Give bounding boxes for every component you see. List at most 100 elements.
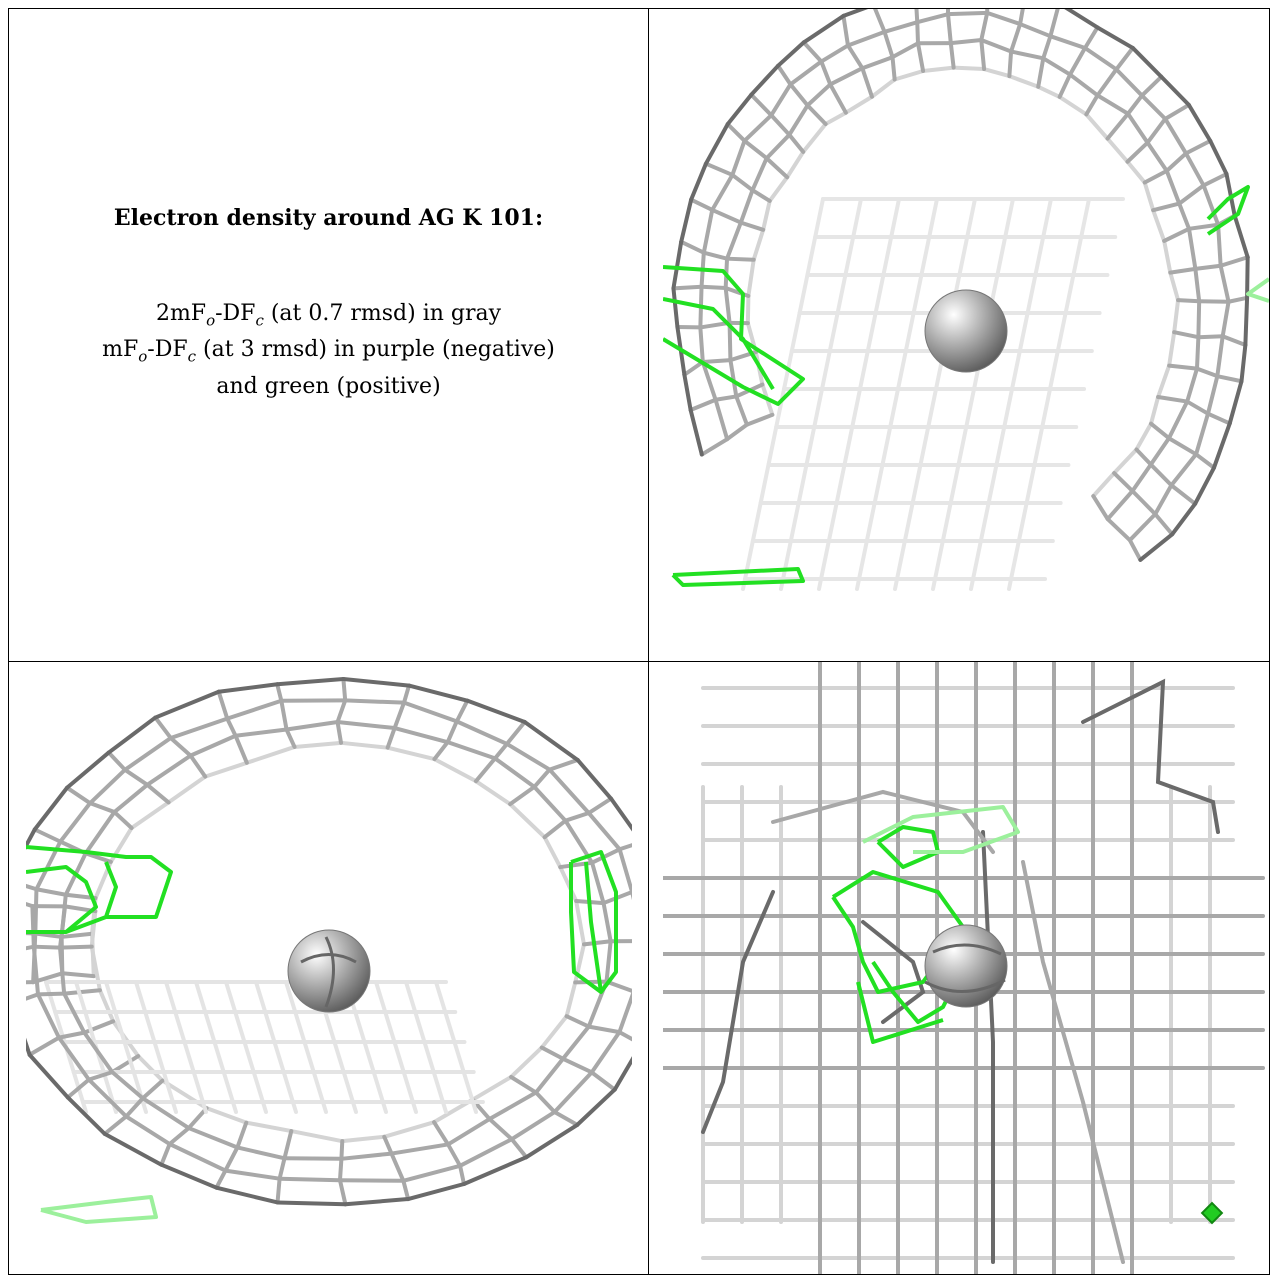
mesh-segment: [27, 1035, 61, 1057]
mesh-segment: [1220, 334, 1248, 347]
mesh-segment: [1007, 49, 1014, 79]
mesh-segment: [1083, 25, 1100, 50]
mesh-segment: [1187, 226, 1198, 271]
legend-colors: and green (positive): [216, 373, 441, 399]
mesh-segment: [58, 945, 67, 996]
mesh-segment: [235, 1120, 249, 1150]
mesh-segment: [509, 1045, 544, 1079]
mesh-segment: [110, 1070, 145, 1101]
mesh-segment: [979, 10, 990, 43]
density-view-top-right: [663, 9, 1269, 634]
mesh-segment: [1105, 111, 1131, 141]
mesh-segment: [1172, 298, 1181, 335]
mesh-segment: [26, 944, 36, 951]
mesh-segment: [948, 41, 956, 70]
mesh-segment: [1134, 421, 1154, 452]
mesh-segment: [727, 320, 733, 363]
mesh-segment: [1041, 56, 1073, 77]
mesh-segment: [167, 1142, 228, 1173]
mesh-segment: [1048, 34, 1088, 50]
mesh-segment: [389, 1151, 406, 1183]
gray-mesh: [671, 9, 1250, 562]
mesh-segment: [83, 851, 113, 864]
mesh-segment: [62, 988, 102, 996]
silver-ion-sphere: [287, 929, 371, 1013]
mesh-segment: [860, 55, 895, 71]
mesh-segment: [951, 65, 987, 72]
mesh-segment: [805, 82, 833, 108]
mesh-segment: [589, 1070, 617, 1092]
mesh-segment: [1201, 183, 1221, 227]
mesh-segment: [750, 156, 769, 193]
mesh-segment: [779, 197, 863, 591]
mesh-segment: [509, 1074, 538, 1095]
mesh-segment: [575, 1087, 617, 1127]
mesh-segment: [284, 727, 297, 749]
mesh-segment: [1145, 116, 1168, 145]
mesh-segment: [168, 735, 193, 758]
mesh-segment: [1169, 483, 1198, 506]
mesh-segment: [282, 1129, 294, 1161]
mesh-segment: [1151, 208, 1167, 243]
mesh-segment: [586, 796, 614, 816]
mesh-segment: [1205, 411, 1232, 426]
mesh-segment: [60, 971, 96, 979]
mesh-segment: [1164, 168, 1182, 206]
mesh-segment: [34, 887, 68, 897]
mesh-segment: [1057, 72, 1073, 99]
mesh-segment: [552, 1070, 594, 1115]
mesh-segment: [277, 1156, 287, 1181]
mesh-contour: [981, 830, 995, 1264]
mesh-segment: [122, 735, 173, 772]
mesh-segment: [140, 1078, 165, 1101]
mesh-segment: [1009, 49, 1046, 61]
mesh-segment: [741, 197, 825, 591]
mesh-segment: [1036, 84, 1062, 99]
mesh-segment: [289, 1129, 345, 1144]
mesh-segment: [776, 40, 806, 68]
mesh-segment: [819, 59, 833, 87]
mesh-segment: [385, 745, 437, 762]
mesh-segment: [1196, 299, 1202, 340]
mesh-segment: [1164, 151, 1188, 173]
mesh-segment: [1151, 201, 1182, 213]
mesh-segment: [473, 779, 513, 807]
mesh-segment: [893, 197, 977, 591]
mesh-segment: [292, 740, 344, 749]
mesh-segment: [124, 1096, 145, 1119]
mesh-segment: [337, 1178, 348, 1207]
mesh-segment: [801, 122, 828, 154]
mesh-segment: [617, 847, 632, 894]
mesh-segment: [1091, 471, 1117, 499]
mesh-segment: [254, 980, 298, 1114]
mesh-segment: [617, 1030, 632, 1042]
mesh-segment: [1083, 45, 1119, 72]
mesh-segment: [788, 82, 810, 108]
mesh-segment: [590, 847, 622, 865]
mesh-segment: [688, 408, 704, 457]
mesh-segment: [1166, 436, 1199, 457]
mesh-segment: [112, 782, 150, 815]
mesh-segment: [1166, 399, 1190, 441]
mesh-segment: [1172, 330, 1201, 340]
mesh-segment: [1007, 74, 1041, 89]
mesh-segment: [458, 1163, 466, 1186]
mesh-segment: [547, 767, 591, 816]
mesh-segment: [1196, 334, 1225, 340]
mesh-segment: [1130, 462, 1153, 493]
gray-mesh-dark: [26, 676, 632, 1207]
mesh-segment: [776, 63, 793, 87]
mesh-segment: [124, 1114, 172, 1147]
mesh-segment: [140, 1096, 191, 1131]
mesh-segment: [509, 1137, 529, 1160]
mesh-segment: [767, 175, 790, 203]
mesh-segment: [1201, 172, 1229, 188]
mesh-segment: [1112, 471, 1135, 493]
mesh-segment: [32, 827, 63, 844]
mesh-segment: [244, 744, 297, 765]
mesh-segment: [407, 683, 470, 703]
table-border-top: [8, 8, 1270, 9]
positive-density-contour: [26, 865, 98, 934]
mesh-segment: [689, 197, 715, 212]
figure-title: Electron density around AG K 101:: [113, 205, 544, 231]
